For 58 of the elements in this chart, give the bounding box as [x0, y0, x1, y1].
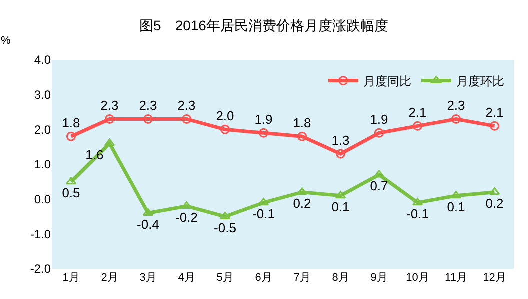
x-tick-label: 2月	[101, 272, 118, 284]
y-tick-label: -2.0	[30, 262, 52, 276]
data-label: 1.3	[332, 132, 350, 148]
x-tick-label: 5月	[216, 272, 234, 284]
point	[336, 149, 346, 159]
legend-label: 月度同比	[363, 74, 412, 88]
data-label: -0.1	[252, 206, 275, 222]
x-tick-label: 4月	[178, 272, 196, 284]
x-tick-label: 8月	[332, 272, 350, 284]
point	[259, 128, 268, 138]
y-tick-label: 0.0	[34, 192, 52, 207]
data-label: 0.7	[370, 178, 388, 194]
data-label: 0.2	[486, 196, 504, 212]
x-tick-label: 7月	[294, 272, 311, 284]
point	[144, 114, 153, 124]
data-label: 2.0	[216, 108, 234, 124]
y-axis-title: %	[1, 35, 11, 47]
legend-label: 月度环比	[456, 74, 504, 88]
x-tick-label: 1月	[62, 272, 80, 284]
point	[374, 128, 384, 138]
x-tick-label: 10月	[406, 272, 430, 284]
data-label: 2.3	[100, 98, 119, 113]
x-tick-label: 3月	[140, 272, 157, 284]
data-label: 2.1	[486, 104, 504, 120]
point	[298, 132, 307, 142]
y-tick-label: 4.0	[34, 53, 52, 68]
x-tick-label: 11月	[445, 272, 468, 284]
data-label: 1.9	[254, 112, 273, 127]
data-label: 2.3	[178, 98, 196, 113]
data-label: 1.9	[370, 112, 388, 127]
data-label: 0.2	[293, 196, 312, 212]
point	[490, 121, 500, 131]
data-label: 1.8	[62, 115, 80, 130]
data-label: 0.1	[332, 200, 350, 215]
data-label: -0.2	[176, 210, 198, 226]
point	[182, 114, 192, 124]
data-label: 0.5	[62, 186, 80, 201]
y-tick-label: 3.0	[34, 88, 52, 102]
x-tick-label: 12月	[483, 272, 506, 284]
y-tick-label: 2.0	[34, 122, 52, 137]
data-label: 1.8	[293, 115, 312, 130]
data-label: 0.1	[447, 200, 466, 215]
point	[452, 114, 461, 124]
data-label: -0.1	[406, 206, 429, 222]
data-label: 2.1	[408, 104, 427, 120]
data-label: -0.4	[137, 217, 160, 232]
chart-title: 图5 2016年居民消费价格月度涨跌幅度	[140, 18, 388, 34]
data-label: -0.5	[214, 220, 236, 236]
x-tick-label: 9月	[370, 272, 388, 284]
point	[220, 124, 230, 134]
x-tick-label: 6月	[255, 272, 272, 284]
point	[66, 132, 76, 142]
data-label: 2.3	[447, 98, 466, 113]
point	[413, 121, 422, 131]
point	[105, 114, 114, 124]
y-tick-label: 1.0	[34, 158, 52, 172]
y-tick-label: -1.0	[30, 227, 52, 242]
data-label: 2.3	[139, 98, 158, 113]
